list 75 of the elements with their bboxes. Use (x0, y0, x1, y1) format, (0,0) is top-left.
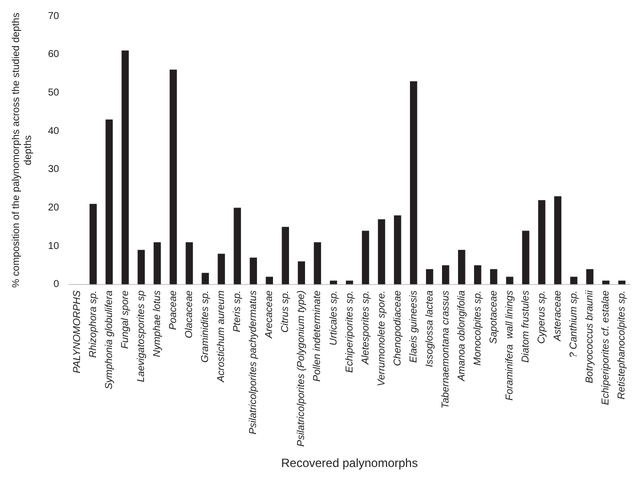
bar (394, 215, 402, 284)
x-tick-label: Issoglossa lactea (424, 290, 436, 368)
bar (250, 258, 257, 284)
bar (554, 196, 562, 284)
bar (362, 230, 370, 284)
x-tick-label: Symphonia globulifera (104, 290, 115, 390)
bar (522, 230, 530, 284)
bar (186, 242, 193, 284)
bar (202, 272, 209, 284)
x-tick-label: Echiperiporites cf. estalae (600, 290, 612, 405)
bar (570, 276, 578, 284)
x-tick-label: Acrostichum aureum (216, 290, 228, 384)
bar (458, 250, 466, 284)
x-tick-label: Foraminifera wall linings (504, 290, 516, 400)
x-tick-label: Poaceae (168, 290, 180, 330)
x-tick-label: Aletesporites sp. (360, 290, 372, 366)
bar (154, 242, 161, 284)
x-axis-title: Recovered palynomorphs (281, 456, 418, 470)
x-tick-label: Olacaceae (184, 290, 196, 338)
bar (138, 250, 145, 284)
bar (474, 265, 482, 284)
x-tick-label: Urticales sp. (328, 290, 340, 346)
bar (218, 254, 225, 284)
x-tick-label: Verrumonolete spore. (376, 290, 388, 386)
bar (234, 208, 241, 284)
x-tick-label: Psilatricolporites (Polygonium type) (296, 290, 308, 447)
x-tick-label: Sapotaceae (488, 290, 500, 344)
bar (410, 81, 418, 284)
y-tick-label: 40 (48, 126, 60, 137)
bar (586, 269, 594, 284)
x-tick-label: Arecaceae (264, 290, 276, 340)
y-tick-label: 70 (48, 10, 60, 22)
bar (90, 204, 97, 284)
x-tick-label: Psilatricolporites pachydermatus (248, 290, 260, 434)
bar (602, 280, 610, 284)
bar (378, 219, 386, 284)
y-tick-label: 50 (48, 87, 60, 98)
y-tick-label: 10 (48, 240, 60, 252)
x-tick-label: Asteraceae (552, 290, 564, 342)
x-tick-label: Retistephanocolpites sp. (616, 290, 628, 400)
x-tick-label: Amanoa oblongifolia (456, 290, 468, 382)
bar (538, 200, 546, 284)
bar (442, 265, 450, 284)
bar (106, 120, 113, 284)
bar (490, 269, 498, 284)
y-axis-title: % composition of the palynomorphs across the studied depths depths (10, 12, 34, 288)
x-tick-label: Citrus sp. (280, 290, 292, 333)
x-tick-label: PALYNOMORPHS (72, 290, 83, 374)
x-tick-label: Elaeis guineesis (408, 290, 420, 363)
y-tick-label: 20 (48, 202, 60, 214)
x-tick-label: Pteris sp. (232, 290, 244, 332)
x-tick-label: Laevigatosporites sp (136, 290, 147, 382)
x-tick-label: ? Canthium sp. (568, 290, 580, 358)
x-tick-label: Graminidites sp. (200, 290, 212, 363)
bar (122, 50, 129, 284)
x-tick-label: Fungal spore (120, 290, 131, 349)
x-tick-label: Chenopodiaceae (392, 290, 404, 366)
x-tick-label: Diatom frustules (520, 290, 532, 363)
x-tick-label: Tabernaemontana crassus (440, 290, 452, 408)
y-tick-label: 60 (48, 49, 60, 60)
bar (314, 242, 322, 284)
y-tick-label: 0 (54, 279, 60, 290)
x-tick-label: Rhizophora sp. (88, 290, 99, 358)
bar (426, 269, 434, 284)
x-tick-label: Echiperiporites sp. (344, 290, 356, 373)
bar (282, 226, 290, 284)
bar (170, 70, 177, 284)
x-tick-label: Nymphae lotus (152, 290, 164, 358)
x-tick-label: Monocolpites sp. (472, 290, 484, 366)
x-tick-label: Botryococcus braunii (584, 290, 596, 384)
x-tick-label: Cyperus sp. (536, 290, 548, 344)
bar (506, 276, 514, 284)
y-tick-label: 30 (48, 164, 60, 176)
x-tick-label: Pollen indeterminate (312, 290, 324, 382)
bar (298, 261, 306, 284)
